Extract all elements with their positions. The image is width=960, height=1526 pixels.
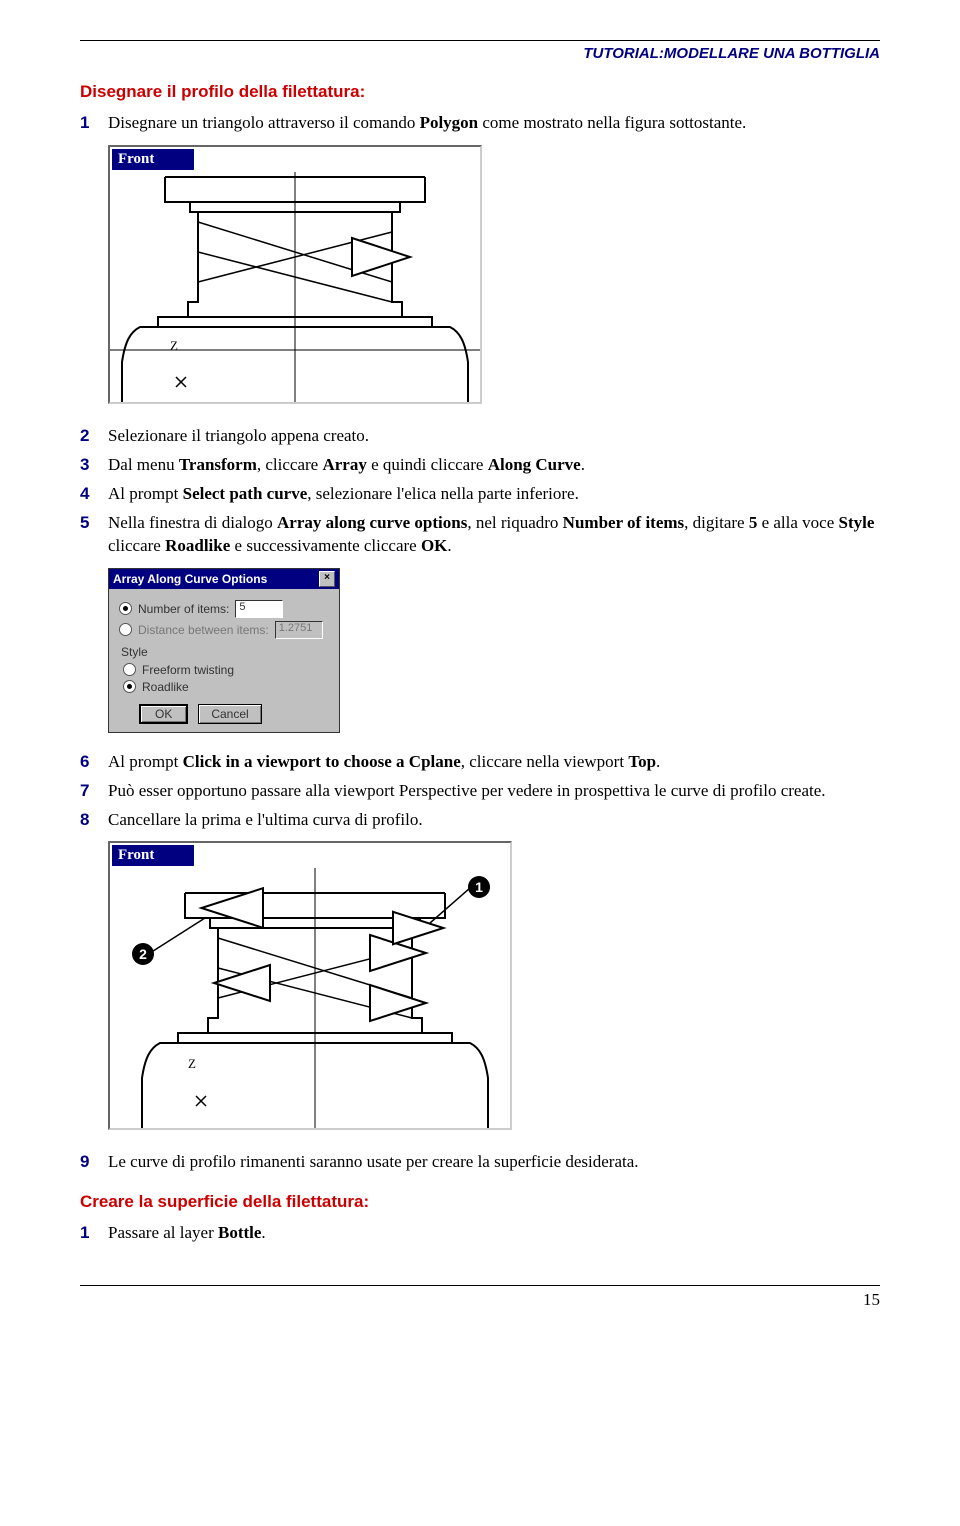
figure-dialog: Array Along Curve Options × Number of it… xyxy=(108,568,880,733)
label-distance: Distance between items: xyxy=(138,623,269,637)
step-number: 8 xyxy=(80,809,108,832)
step-number: 4 xyxy=(80,483,108,506)
list-item: 7Può esser opportuno passare alla viewpo… xyxy=(80,780,880,803)
viewport-label: Front xyxy=(112,845,194,866)
label-roadlike: Roadlike xyxy=(142,680,189,694)
section-title-2: Creare la superficie della filettatura: xyxy=(80,1192,880,1212)
step-text: Passare al layer Bottle. xyxy=(108,1222,880,1245)
list-item: 1Passare al layer Bottle. xyxy=(80,1222,880,1245)
header-rule xyxy=(80,40,880,41)
viewport-label: Front xyxy=(112,149,194,170)
step-number: 1 xyxy=(80,112,108,135)
step-text: Al prompt Select path curve, selezionare… xyxy=(108,483,880,506)
array-dialog: Array Along Curve Options × Number of it… xyxy=(108,568,340,733)
footer-rule xyxy=(80,1285,880,1286)
step-number: 1 xyxy=(80,1222,108,1245)
step-text: Al prompt Click in a viewport to choose … xyxy=(108,751,880,774)
figure-front-2: Front Z12 xyxy=(108,841,880,1133)
list-item: 1Disegnare un triangolo attraverso il co… xyxy=(80,112,880,135)
step-text: Nella finestra di dialogo Array along cu… xyxy=(108,512,880,558)
list-item: 5Nella finestra di dialogo Array along c… xyxy=(80,512,880,558)
label-freeform: Freeform twisting xyxy=(142,663,234,677)
input-number-of-items[interactable]: 5 xyxy=(235,600,283,618)
ok-button[interactable]: OK xyxy=(139,704,188,724)
list-item: 6Al prompt Click in a viewport to choose… xyxy=(80,751,880,774)
list-item: 4Al prompt Select path curve, selezionar… xyxy=(80,483,880,506)
radio-number-of-items[interactable] xyxy=(119,602,132,615)
figure-front-1: Front Z xyxy=(108,145,880,407)
step-number: 3 xyxy=(80,454,108,477)
input-distance: 1.2751 xyxy=(275,621,323,639)
list-item: 2Selezionare il triangolo appena creato. xyxy=(80,425,880,448)
step-number: 9 xyxy=(80,1151,108,1174)
svg-text:Z: Z xyxy=(188,1056,196,1071)
page-number: 15 xyxy=(80,1290,880,1310)
close-icon[interactable]: × xyxy=(319,571,335,587)
dialog-title-text: Array Along Curve Options xyxy=(113,572,267,586)
radio-freeform[interactable] xyxy=(123,663,136,676)
viewport-drawing: Z xyxy=(110,868,510,1128)
step-number: 5 xyxy=(80,512,108,558)
step-text: Le curve di profilo rimanenti saranno us… xyxy=(108,1151,880,1174)
svg-text:Z: Z xyxy=(170,338,178,353)
label-style: Style xyxy=(121,645,329,659)
list-item: 9Le curve di profilo rimanenti saranno u… xyxy=(80,1151,880,1174)
radio-distance[interactable] xyxy=(119,623,132,636)
step-text: Cancellare la prima e l'ultima curva di … xyxy=(108,809,880,832)
running-header: TUTORIAL:MODELLARE UNA BOTTIGLIA xyxy=(80,45,880,62)
step-number: 7 xyxy=(80,780,108,803)
step-text: Disegnare un triangolo attraverso il com… xyxy=(108,112,880,135)
step-text: Selezionare il triangolo appena creato. xyxy=(108,425,880,448)
label-number-of-items: Number of items: xyxy=(138,602,229,616)
list-item: 3Dal menu Transform, cliccare Array e qu… xyxy=(80,454,880,477)
cancel-button[interactable]: Cancel xyxy=(198,704,261,724)
viewport-drawing: Z xyxy=(110,172,480,402)
step-text: Dal menu Transform, cliccare Array e qui… xyxy=(108,454,880,477)
step-text: Può esser opportuno passare alla viewpor… xyxy=(108,780,880,803)
step-number: 6 xyxy=(80,751,108,774)
section-title-1: Disegnare il profilo della filettatura: xyxy=(80,82,880,102)
list-item: 8Cancellare la prima e l'ultima curva di… xyxy=(80,809,880,832)
radio-roadlike[interactable] xyxy=(123,680,136,693)
step-number: 2 xyxy=(80,425,108,448)
